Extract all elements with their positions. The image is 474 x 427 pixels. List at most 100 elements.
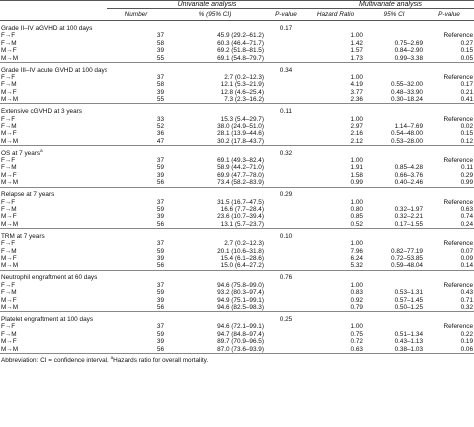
row-label: F→M xyxy=(1,247,17,255)
row-label: M→M xyxy=(0,303,107,313)
cell-number: 37 xyxy=(156,73,164,81)
cell-95-ci: 0.72–53.85 xyxy=(391,254,423,262)
cell-95-ci xyxy=(364,115,424,122)
cell-95-ci xyxy=(364,240,424,247)
table-row: F→F 33 15.3 (5.4–29.7) 1.00 Reference xyxy=(0,115,474,123)
table-row: F→F 37 2.7 (0.2–12.3) 1.00 Reference xyxy=(0,240,474,247)
row-label: F→F xyxy=(1,198,16,206)
multivariate-header: Multivariate analysis xyxy=(307,0,474,10)
table-row: F→M 59 94.7 (84.8–97.4) 0.75 0.51–1.34 0.22 xyxy=(0,331,474,338)
cell-hazard-ratio: 2.97 xyxy=(350,122,363,130)
cell-p-value: 0.19 xyxy=(460,338,474,346)
cell-p-value: Reference xyxy=(443,32,474,40)
cell-number: 55 xyxy=(107,54,165,63)
cell-95-ci xyxy=(364,74,424,81)
table-row: M→F 39 15.4 (6.1–28.6) 6.24 0.72–53.85 0.09 xyxy=(0,255,474,262)
col-95-ci: 95% CI xyxy=(364,8,424,22)
cell-95-ci: 0.50–1.25 xyxy=(364,303,424,313)
cell-p-value: Reference xyxy=(443,198,474,206)
cell-hazard-ratio: 2.36 xyxy=(307,96,364,105)
table-row: F→F 37 94.6 (75.8–99.0) 1.00 Reference xyxy=(0,282,474,289)
section-title: OS at 7 yearsa xyxy=(1,147,43,157)
cell-p-value: 0.09 xyxy=(460,254,474,262)
cell-p-value: 0.15 xyxy=(460,47,474,55)
cell-hazard-ratio: 1.73 xyxy=(307,54,364,63)
cell-p-value: Reference xyxy=(443,281,474,289)
cell-percent-ci: 30.2 (17.8–43.7) xyxy=(165,137,265,146)
row-label: F→F xyxy=(1,32,16,40)
row-label: M→F xyxy=(1,47,17,55)
cell-percent-ci: 69.1 (49.3–82.4) xyxy=(217,157,264,165)
cell-95-ci: 0.32–1.97 xyxy=(394,206,423,214)
table-row: F→M 58 60.3 (46.4–71.7) 1.42 0.75–2.69 0.27 xyxy=(0,40,474,47)
row-label: M→F xyxy=(1,130,17,138)
cell-95-ci xyxy=(364,157,424,164)
section-header-row: TRM at 7 years 0.10 xyxy=(0,229,474,241)
cell-number: 56 xyxy=(107,220,165,230)
cell-percent-ci: 16.6 (7.7–28.4) xyxy=(220,206,264,214)
table-row: F→M 52 38.0 (24.9–51.0) 2.97 1.14–7.69 0.02 xyxy=(0,123,474,130)
cell-hazard-ratio: 1.57 xyxy=(350,47,363,55)
cell-percent-ci: 2.7 (0.2–12.3) xyxy=(224,73,264,81)
cell-hazard-ratio: 4.19 xyxy=(350,81,363,89)
cell-p-value: 0.41 xyxy=(424,96,474,105)
section-header-row: Platelet engraftment at 100 days 0.25 xyxy=(0,312,474,324)
row-label: M→M xyxy=(0,137,107,146)
table-row: M→M 55 69.1 (54.8–79.7) 1.73 0.99–3.38 0.05 xyxy=(0,54,474,63)
table-body: Grade II–IV aGVHD at 100 days 0.17 F→F 37 45… xyxy=(0,21,474,354)
cell-p-value: 0.12 xyxy=(424,137,474,146)
cell-95-ci: 0.53–28.00 xyxy=(364,137,424,146)
cell-hazard-ratio: 7.96 xyxy=(350,247,363,255)
cell-95-ci xyxy=(364,199,424,206)
col-number: Number xyxy=(107,8,165,22)
cell-hazard-ratio: 0.83 xyxy=(350,289,363,297)
cell-hazard-ratio: 1.00 xyxy=(350,32,363,40)
cell-number: 59 xyxy=(156,330,164,338)
cell-hazard-ratio: 1.91 xyxy=(350,164,363,172)
cell-hazard-ratio: 0.79 xyxy=(307,303,364,313)
cell-hazard-ratio: 5.32 xyxy=(307,262,364,271)
cell-hazard-ratio: 1.00 xyxy=(350,73,363,81)
cell-percent-ci: 94.7 (84.8–97.4) xyxy=(217,330,264,338)
cell-number: 39 xyxy=(156,338,164,346)
row-label: F→M xyxy=(1,81,17,89)
cell-percent-ci: 31.5 (16.7–47.5) xyxy=(217,198,264,206)
cell-95-ci: 0.84–2.90 xyxy=(394,47,423,55)
cell-95-ci: 0.17–1.55 xyxy=(364,220,424,230)
cell-p-value: 0.05 xyxy=(424,54,474,63)
cell-hazard-ratio: 1.00 xyxy=(350,240,363,248)
col-multivariate-p: P-value xyxy=(424,8,474,22)
cell-95-ci: 0.38–1.03 xyxy=(364,345,424,354)
col-percent-ci: % (95% CI) xyxy=(165,8,265,22)
table-row: F→M 59 16.6 (7.7–28.4) 0.80 0.32–1.97 0.63 xyxy=(0,206,474,213)
cell-p-value: 0.22 xyxy=(460,330,474,338)
cell-p-value: 0.06 xyxy=(424,345,474,354)
row-label: M→M xyxy=(0,96,107,105)
row-label: M→M xyxy=(0,54,107,63)
cell-percent-ci: 2.7 (0.2–12.3) xyxy=(224,240,264,248)
cell-percent-ci: 58.9 (44.2–71.0) xyxy=(217,164,264,172)
cell-percent-ci: 15.0 (6.4–27.2) xyxy=(165,262,265,271)
table-row: M→M 56 13.1 (5.7–23.7) 0.52 0.17–1.55 0.24 xyxy=(0,220,474,230)
cell-number: 37 xyxy=(156,198,164,206)
cell-hazard-ratio: 1.00 xyxy=(350,281,363,289)
cell-hazard-ratio: 3.77 xyxy=(350,88,363,96)
table-row: M→F 39 94.9 (75.1–99.1) 0.92 0.57–1.45 0.71 xyxy=(0,296,474,304)
section-title: TRM at 7 years xyxy=(1,232,45,240)
cell-95-ci: 0.48–33.90 xyxy=(391,88,423,96)
cell-number: 52 xyxy=(156,122,164,130)
column-header-row: Number % (95% CI) P-value Hazard Ratio 9… xyxy=(0,8,474,22)
section-title: Grade II–IV aGVHD at 100 days xyxy=(1,25,93,32)
cell-p-value: 0.07 xyxy=(460,247,474,255)
cell-number: 56 xyxy=(107,345,165,354)
cell-number: 58 xyxy=(156,39,164,47)
section-header-row: Grade II–IV aGVHD at 100 days 0.17 xyxy=(0,21,474,33)
row-label: F→M xyxy=(1,39,17,47)
section-header-row: Grade III–IV acute GVHD at 100 days 0.34 xyxy=(0,62,474,74)
table-row: M→M 56 87.0 (73.6–93.9) 0.63 0.38–1.03 0.06 xyxy=(0,345,474,354)
cell-hazard-ratio: 1.58 xyxy=(350,171,363,179)
cell-number: 59 xyxy=(156,164,164,172)
row-label: M→F xyxy=(1,171,17,179)
cell-hazard-ratio: 0.85 xyxy=(350,213,363,221)
